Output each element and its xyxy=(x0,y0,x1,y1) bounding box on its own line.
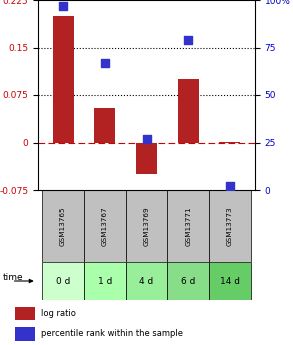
Bar xyxy=(94,108,115,142)
Bar xyxy=(84,262,126,300)
Bar xyxy=(209,262,251,300)
Bar xyxy=(178,79,199,142)
Text: 0 d: 0 d xyxy=(56,276,70,286)
Text: percentile rank within the sample: percentile rank within the sample xyxy=(41,329,183,338)
Text: GSM13767: GSM13767 xyxy=(102,206,108,246)
Text: 14 d: 14 d xyxy=(220,276,240,286)
Text: GSM13771: GSM13771 xyxy=(185,206,191,246)
Point xyxy=(186,37,190,43)
Bar xyxy=(15,327,35,341)
Bar xyxy=(126,262,167,300)
Point xyxy=(228,184,232,189)
Bar xyxy=(15,307,35,320)
Bar xyxy=(84,190,126,262)
Bar xyxy=(42,190,84,262)
Bar xyxy=(136,142,157,174)
Bar xyxy=(209,190,251,262)
Point xyxy=(61,3,65,9)
Text: 6 d: 6 d xyxy=(181,276,195,286)
Text: log ratio: log ratio xyxy=(41,309,76,318)
Point xyxy=(144,136,149,141)
Text: GSM13773: GSM13773 xyxy=(227,206,233,246)
Bar xyxy=(53,16,74,142)
Text: GSM13769: GSM13769 xyxy=(144,206,149,246)
Bar xyxy=(126,190,167,262)
Text: GSM13765: GSM13765 xyxy=(60,206,66,246)
Text: time: time xyxy=(3,273,23,282)
Point xyxy=(103,60,107,66)
Text: 1 d: 1 d xyxy=(98,276,112,286)
Text: 4 d: 4 d xyxy=(139,276,154,286)
Bar xyxy=(42,262,84,300)
Bar xyxy=(167,262,209,300)
Bar xyxy=(167,190,209,262)
